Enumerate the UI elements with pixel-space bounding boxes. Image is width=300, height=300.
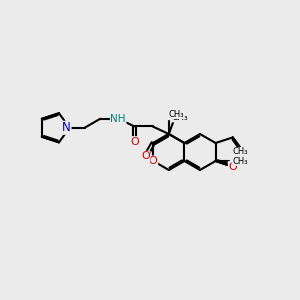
Text: O: O (228, 162, 237, 172)
Text: N: N (62, 121, 71, 134)
Text: CH₃: CH₃ (172, 113, 188, 122)
Text: O: O (141, 151, 150, 161)
Text: CH₃: CH₃ (232, 157, 248, 166)
Text: CH₃: CH₃ (233, 147, 248, 156)
Text: O: O (130, 137, 139, 147)
Text: NH: NH (110, 114, 126, 124)
Text: O: O (149, 156, 158, 166)
Text: CH₃: CH₃ (168, 110, 184, 118)
